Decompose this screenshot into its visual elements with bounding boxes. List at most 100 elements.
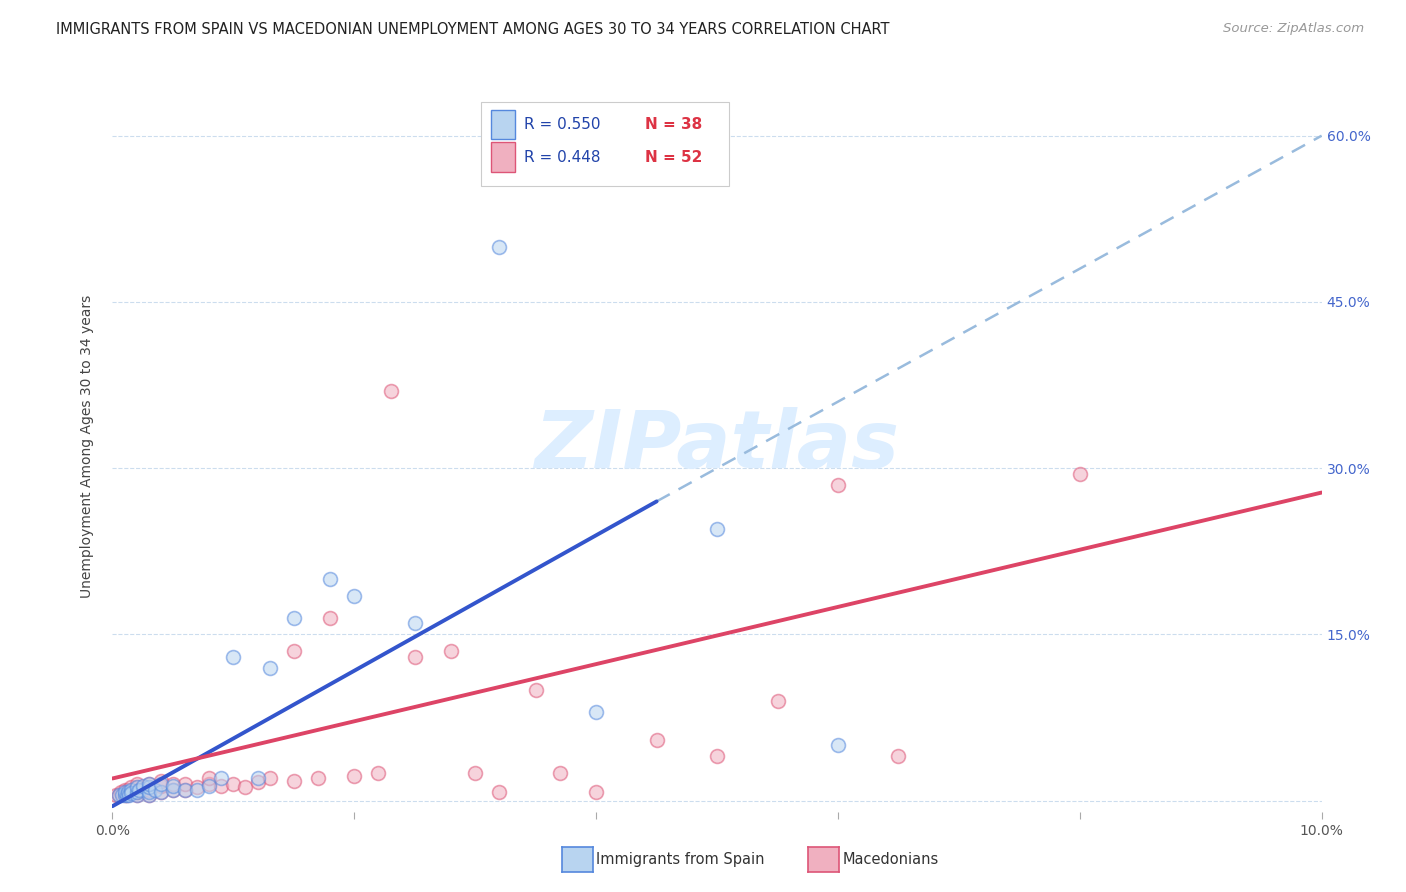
Point: [138, 788, 160, 802]
Point: [222, 649, 245, 664]
Point: [186, 782, 208, 797]
Point: [149, 773, 172, 788]
Point: [125, 785, 148, 799]
Point: [162, 782, 184, 797]
Point: [246, 774, 269, 789]
Point: [120, 786, 142, 800]
Point: [283, 611, 305, 625]
Point: [440, 644, 463, 658]
Point: [343, 769, 366, 783]
Point: [114, 782, 136, 797]
Point: [319, 572, 342, 586]
Point: [125, 785, 148, 799]
Text: R = 0.448: R = 0.448: [523, 150, 600, 165]
Bar: [491, 110, 515, 139]
Point: [114, 788, 136, 802]
Point: [162, 779, 184, 793]
Point: [174, 777, 197, 791]
Point: [120, 780, 142, 795]
Point: [186, 780, 208, 795]
Point: [125, 780, 148, 795]
Point: [198, 779, 221, 793]
Point: [117, 785, 139, 799]
Point: [138, 782, 160, 797]
Point: [488, 239, 510, 253]
Text: R = 0.550: R = 0.550: [523, 117, 600, 132]
Point: [125, 777, 148, 791]
Point: [117, 782, 139, 797]
Text: N = 38: N = 38: [644, 117, 702, 132]
Point: [162, 782, 184, 797]
Text: Macedonians: Macedonians: [842, 853, 938, 867]
Point: [464, 766, 486, 780]
Point: [524, 682, 547, 697]
Text: Source: ZipAtlas.com: Source: ZipAtlas.com: [1223, 22, 1364, 36]
Point: [283, 644, 305, 658]
Point: [404, 649, 426, 664]
Point: [120, 782, 142, 797]
Point: [307, 772, 329, 786]
Point: [132, 779, 155, 793]
Point: [209, 772, 232, 786]
Point: [548, 766, 571, 780]
Y-axis label: Unemployment Among Ages 30 to 34 years: Unemployment Among Ages 30 to 34 years: [80, 294, 94, 598]
Point: [149, 785, 172, 799]
Point: [380, 384, 402, 398]
Text: IMMIGRANTS FROM SPAIN VS MACEDONIAN UNEMPLOYMENT AMONG AGES 30 TO 34 YEARS CORRE: IMMIGRANTS FROM SPAIN VS MACEDONIAN UNEM…: [56, 22, 890, 37]
Point: [585, 785, 607, 799]
Point: [209, 779, 232, 793]
Point: [706, 522, 728, 536]
FancyBboxPatch shape: [481, 103, 730, 186]
Text: Immigrants from Spain: Immigrants from Spain: [596, 853, 765, 867]
Point: [132, 782, 155, 797]
Point: [259, 660, 281, 674]
Point: [149, 779, 172, 793]
Point: [120, 785, 142, 799]
Point: [138, 785, 160, 799]
Point: [149, 785, 172, 799]
Point: [114, 785, 136, 799]
Point: [283, 773, 305, 788]
Bar: [491, 143, 515, 171]
Point: [125, 780, 148, 795]
Text: ZIPatlas: ZIPatlas: [534, 407, 900, 485]
Point: [174, 782, 197, 797]
Point: [488, 785, 510, 799]
Point: [706, 749, 728, 764]
Point: [118, 788, 141, 802]
Point: [138, 777, 160, 791]
Point: [259, 772, 281, 786]
Point: [107, 788, 129, 802]
Point: [343, 589, 366, 603]
Point: [1069, 467, 1091, 481]
Point: [404, 616, 426, 631]
Point: [645, 732, 668, 747]
Point: [162, 777, 184, 791]
Point: [319, 611, 342, 625]
Point: [125, 788, 148, 802]
Point: [827, 477, 849, 491]
Point: [115, 788, 138, 802]
Point: [138, 788, 160, 802]
Point: [111, 788, 134, 802]
Point: [110, 785, 132, 799]
Point: [115, 788, 138, 802]
Point: [174, 782, 197, 797]
Point: [766, 694, 789, 708]
Point: [198, 772, 221, 786]
Point: [138, 777, 160, 791]
Point: [138, 780, 160, 795]
Point: [149, 777, 172, 791]
Point: [585, 705, 607, 719]
Point: [107, 788, 129, 802]
Point: [827, 738, 849, 752]
Point: [222, 777, 245, 791]
Point: [114, 788, 136, 802]
Point: [235, 780, 257, 795]
Point: [143, 782, 166, 797]
Text: N = 52: N = 52: [644, 150, 702, 165]
Point: [246, 772, 269, 786]
Point: [887, 749, 910, 764]
Point: [367, 766, 389, 780]
Point: [125, 788, 148, 802]
